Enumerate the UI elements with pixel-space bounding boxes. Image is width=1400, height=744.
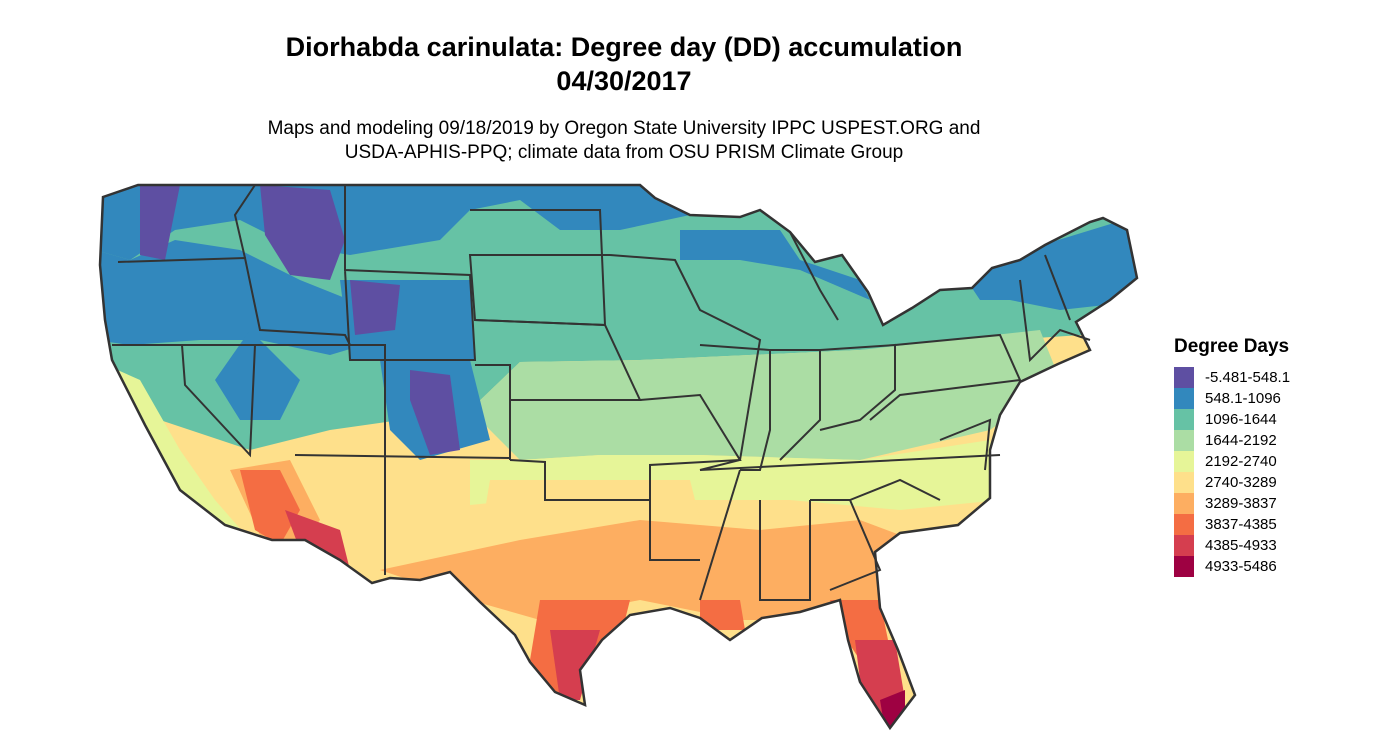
legend-label: -5.481-548.1 <box>1205 369 1291 386</box>
legend-item: 3289-3837 <box>1174 493 1290 514</box>
map-title: Diorhabda carinulata: Degree day (DD) ac… <box>285 32 963 62</box>
map-credit-line-2: USDA-APHIS-PPQ; climate data from OSU PR… <box>344 142 904 163</box>
legend-swatch <box>1174 388 1194 409</box>
state-borders <box>112 184 1091 601</box>
legend-label: 548.1-1096 <box>1205 390 1281 407</box>
map-credit-line-1: Maps and modeling 09/18/2019 by Oregon S… <box>267 118 981 139</box>
legend-item: 1644-2192 <box>1174 430 1290 451</box>
legend-label: 1644-2192 <box>1205 432 1277 449</box>
legend-swatch <box>1174 409 1194 430</box>
legend-entries: -5.481-548.1 548.1-1096 1096-1644 1644-2192… <box>1174 367 1290 577</box>
legend-label: 2192-2740 <box>1205 453 1277 470</box>
legend-item: 1096-1644 <box>1174 409 1290 430</box>
legend-swatch <box>1174 535 1194 556</box>
legend-swatch <box>1174 472 1194 493</box>
legend-swatch <box>1174 451 1194 472</box>
us-degree-day-map <box>98 183 1139 730</box>
legend-swatch <box>1174 514 1194 535</box>
legend-item: 548.1-1096 <box>1174 388 1290 409</box>
legend-item: 2192-2740 <box>1174 451 1290 472</box>
legend-item: 4385-4933 <box>1174 535 1290 556</box>
legend-label: 4933-5486 <box>1205 558 1277 575</box>
legend-label: 3837-4385 <box>1205 516 1277 533</box>
legend-label: 1096-1644 <box>1205 411 1277 428</box>
degree-day-fill <box>100 185 1137 728</box>
map-date: 04/30/2017 <box>556 66 692 96</box>
legend-item: 2740-3289 <box>1174 472 1290 493</box>
legend-item: -5.481-548.1 <box>1174 367 1290 388</box>
legend-title: Degree Days <box>1174 336 1290 357</box>
legend-swatch <box>1174 493 1194 514</box>
legend-item: 4933-5486 <box>1174 556 1290 577</box>
legend-swatch <box>1174 556 1194 577</box>
legend-label: 3289-3837 <box>1205 495 1277 512</box>
legend-swatch <box>1174 367 1194 388</box>
legend: Degree Days -5.481-548.1 548.1-1096 1096-1… <box>1174 335 1290 577</box>
legend-label: 4385-4933 <box>1205 537 1277 554</box>
legend-item: 3837-4385 <box>1174 514 1290 535</box>
legend-swatch <box>1174 430 1194 451</box>
legend-label: 2740-3289 <box>1205 474 1277 491</box>
